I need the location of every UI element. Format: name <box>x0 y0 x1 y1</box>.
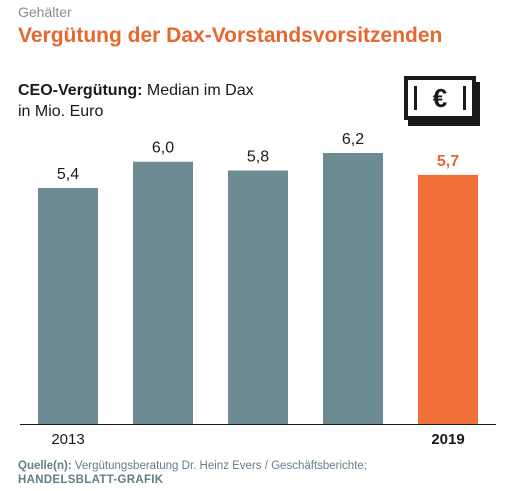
graphic-credit: HANDELSBLATT-GRAFIK <box>18 474 164 486</box>
subtitle-unit: in Mio. Euro <box>18 103 104 120</box>
value-label-2015: 5,8 <box>247 148 269 165</box>
subtitle-rest: Median im Dax <box>142 82 254 99</box>
value-label-2013: 5,4 <box>57 166 79 183</box>
source-text: Vergütungsberatung Dr. Heinz Evers / Ges… <box>71 460 367 472</box>
x-tick-labels-group: 2013 2019 <box>51 431 464 448</box>
x-tick-label-2019: 2019 <box>431 431 464 448</box>
value-label-2014: 6,0 <box>152 140 174 157</box>
source-note: Quelle(n): Vergütungsberatung Dr. Heinz … <box>18 458 367 474</box>
kicker: Gehälter <box>18 4 72 20</box>
bar-2015 <box>228 170 288 424</box>
chart-subtitle: CEO-Vergütung: Median im Dax in Mio. Eur… <box>18 80 254 122</box>
euro-banknote-icon: € <box>404 76 480 126</box>
bar-2016 <box>323 153 383 424</box>
chart-title: Vergütung der Dax-Vorstandsvorsitzenden <box>18 24 443 47</box>
x-tick-label-2013: 2013 <box>51 431 84 448</box>
subtitle-bold: CEO-Vergütung: <box>18 82 143 99</box>
bar-2014 <box>133 161 193 424</box>
value-labels-group: 5,4 6,0 5,8 6,2 5,7 <box>57 131 459 183</box>
bars-group <box>38 153 478 424</box>
source-label: Quelle(n): <box>18 460 72 472</box>
value-label-2016: 6,2 <box>342 131 364 148</box>
value-label-2019: 5,7 <box>437 153 459 170</box>
euro-symbol: € <box>433 83 447 113</box>
bar-2019 <box>418 174 478 424</box>
bar-2013 <box>38 187 98 424</box>
